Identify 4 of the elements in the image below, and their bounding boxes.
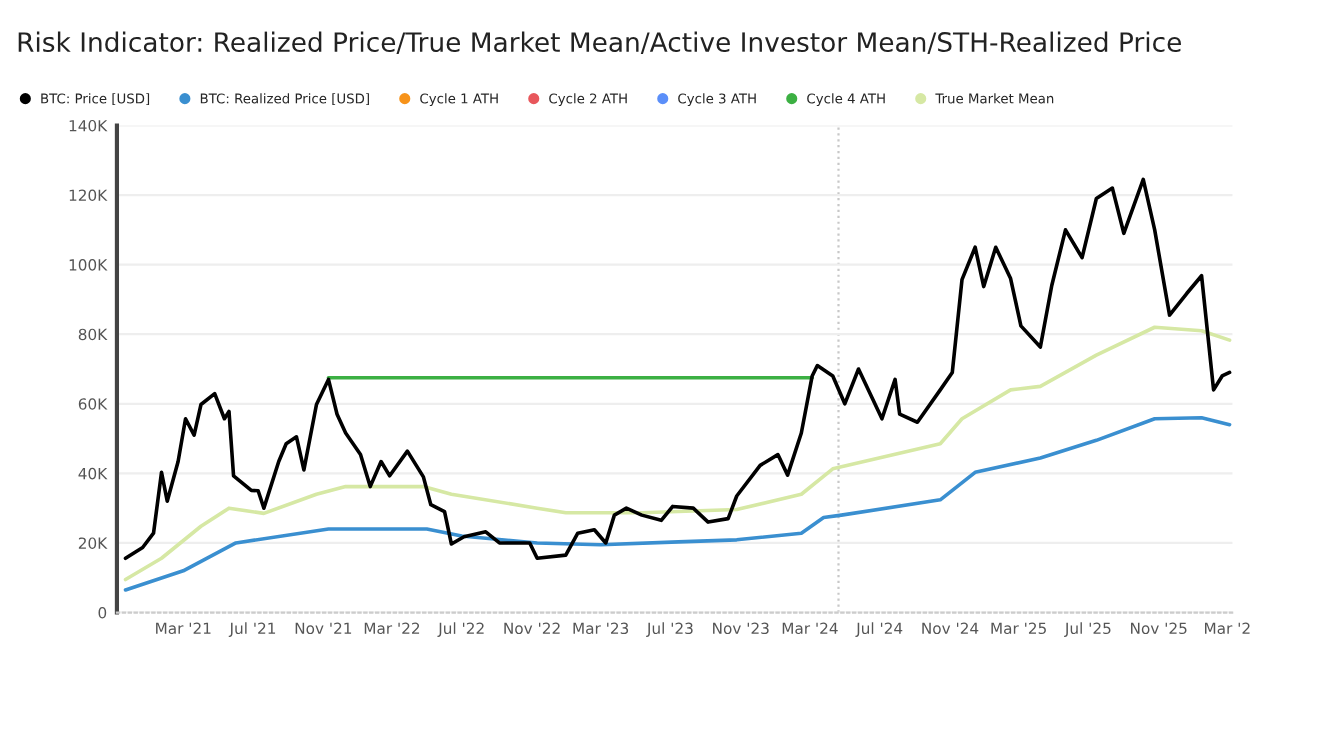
line-series (123, 415, 1232, 592)
line-series (123, 177, 1232, 561)
chart-title: Risk Indicator: Realized Price/True Market Mean/Active Investor Mean/STH-Realized Price (18, 31, 1181, 55)
line-series (123, 325, 1232, 582)
